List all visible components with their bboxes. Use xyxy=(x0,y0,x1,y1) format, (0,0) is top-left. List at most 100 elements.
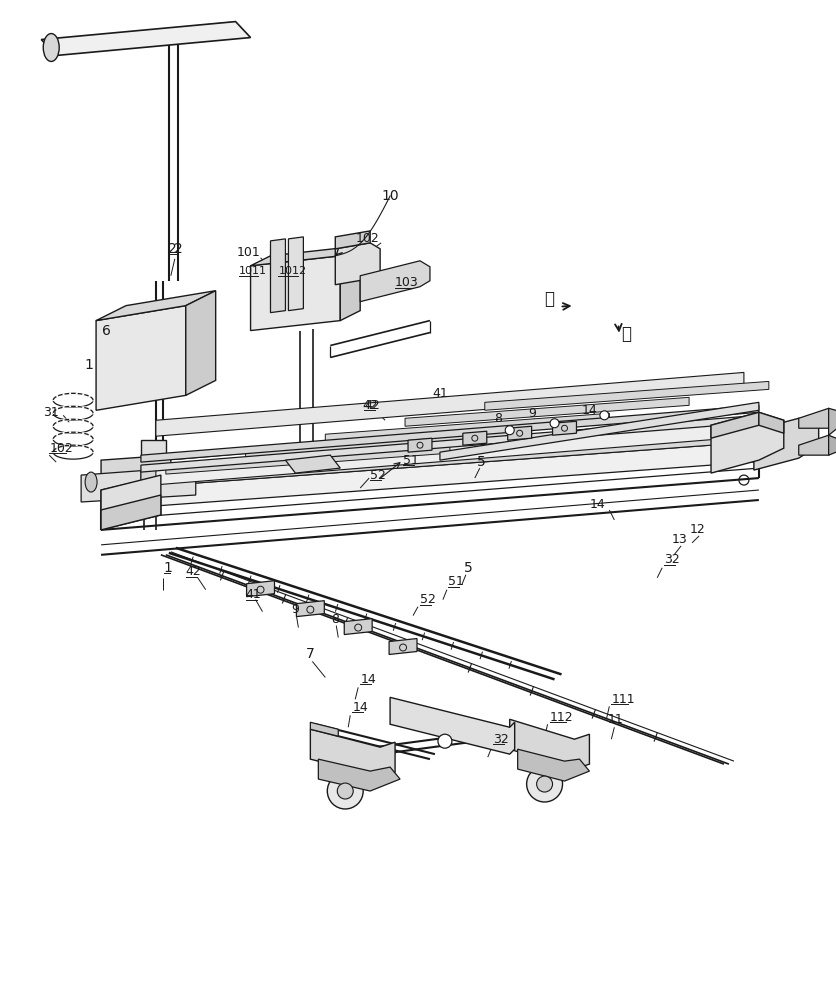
Text: 14: 14 xyxy=(352,701,368,714)
Text: 13: 13 xyxy=(670,533,686,546)
Text: 42: 42 xyxy=(364,399,380,412)
Text: 52: 52 xyxy=(370,469,385,482)
Text: 11: 11 xyxy=(607,713,623,726)
Circle shape xyxy=(327,773,363,809)
Text: 8: 8 xyxy=(331,613,339,626)
Polygon shape xyxy=(344,619,372,635)
Polygon shape xyxy=(509,719,589,769)
Text: 1: 1 xyxy=(84,358,94,372)
Polygon shape xyxy=(359,261,430,302)
Polygon shape xyxy=(318,759,400,791)
Polygon shape xyxy=(335,231,370,249)
Text: 42: 42 xyxy=(186,565,201,578)
Polygon shape xyxy=(335,243,380,285)
Polygon shape xyxy=(407,438,431,452)
Text: 2: 2 xyxy=(168,242,177,256)
Polygon shape xyxy=(140,422,728,486)
Text: 41: 41 xyxy=(245,588,261,601)
Polygon shape xyxy=(101,475,161,530)
Polygon shape xyxy=(247,581,274,597)
Polygon shape xyxy=(484,381,768,410)
Polygon shape xyxy=(81,468,196,502)
Text: 103: 103 xyxy=(395,276,418,289)
Polygon shape xyxy=(325,413,609,442)
Text: 41: 41 xyxy=(431,387,447,400)
Polygon shape xyxy=(270,239,285,313)
Polygon shape xyxy=(186,291,216,395)
Text: 12: 12 xyxy=(688,523,704,536)
Polygon shape xyxy=(140,405,758,462)
Text: 51: 51 xyxy=(403,454,419,467)
Text: 101: 101 xyxy=(237,246,260,259)
Text: 10: 10 xyxy=(381,189,399,203)
Polygon shape xyxy=(296,601,324,617)
Polygon shape xyxy=(155,372,743,436)
Polygon shape xyxy=(552,421,576,435)
Polygon shape xyxy=(390,697,514,754)
Text: 32: 32 xyxy=(664,553,679,566)
Polygon shape xyxy=(166,445,450,474)
Polygon shape xyxy=(41,22,250,55)
Text: 5: 5 xyxy=(463,561,472,575)
Text: 9: 9 xyxy=(291,603,299,616)
Circle shape xyxy=(505,426,513,435)
Polygon shape xyxy=(96,291,216,321)
Polygon shape xyxy=(310,729,395,777)
Polygon shape xyxy=(245,429,529,458)
Polygon shape xyxy=(760,422,788,466)
Text: 14: 14 xyxy=(359,673,375,686)
Circle shape xyxy=(337,783,353,799)
Text: 112: 112 xyxy=(549,711,573,724)
Polygon shape xyxy=(101,495,161,530)
Polygon shape xyxy=(310,722,338,736)
Ellipse shape xyxy=(85,472,97,492)
Text: 9: 9 xyxy=(528,407,536,420)
Polygon shape xyxy=(285,455,340,473)
Polygon shape xyxy=(250,246,359,266)
Polygon shape xyxy=(405,397,688,426)
Circle shape xyxy=(599,411,608,420)
Text: 前: 前 xyxy=(620,325,630,343)
Polygon shape xyxy=(101,483,130,517)
Polygon shape xyxy=(340,246,359,321)
Polygon shape xyxy=(101,455,171,480)
Polygon shape xyxy=(140,467,155,486)
Text: 8: 8 xyxy=(493,412,501,425)
Text: 102: 102 xyxy=(49,442,73,455)
Polygon shape xyxy=(440,402,758,460)
Polygon shape xyxy=(710,412,758,438)
Text: 102: 102 xyxy=(354,232,379,245)
Text: 1011: 1011 xyxy=(238,266,267,276)
Text: 后: 后 xyxy=(544,290,554,308)
Polygon shape xyxy=(728,418,743,438)
Polygon shape xyxy=(828,435,836,455)
Polygon shape xyxy=(798,435,836,455)
Polygon shape xyxy=(507,426,531,440)
Polygon shape xyxy=(96,306,186,410)
Text: 32: 32 xyxy=(492,733,508,746)
Circle shape xyxy=(526,766,562,802)
Text: 2: 2 xyxy=(174,242,183,256)
Text: 52: 52 xyxy=(420,593,436,606)
Polygon shape xyxy=(462,431,487,445)
Circle shape xyxy=(437,734,451,748)
Text: 42: 42 xyxy=(362,399,378,412)
Polygon shape xyxy=(140,440,166,470)
Text: 1012: 1012 xyxy=(278,266,306,276)
Text: 111: 111 xyxy=(610,693,635,706)
Text: 5: 5 xyxy=(477,455,486,469)
Polygon shape xyxy=(140,415,758,472)
Ellipse shape xyxy=(43,34,59,61)
Polygon shape xyxy=(798,408,836,428)
Polygon shape xyxy=(250,256,340,331)
Polygon shape xyxy=(101,440,777,510)
Polygon shape xyxy=(101,433,777,490)
Text: 31: 31 xyxy=(43,406,59,419)
Text: 14: 14 xyxy=(589,498,604,511)
Polygon shape xyxy=(758,412,782,433)
Polygon shape xyxy=(389,639,416,654)
Text: 51: 51 xyxy=(447,575,463,588)
Text: 7: 7 xyxy=(306,647,314,661)
Text: 1: 1 xyxy=(164,561,172,575)
Text: 6: 6 xyxy=(101,324,110,338)
